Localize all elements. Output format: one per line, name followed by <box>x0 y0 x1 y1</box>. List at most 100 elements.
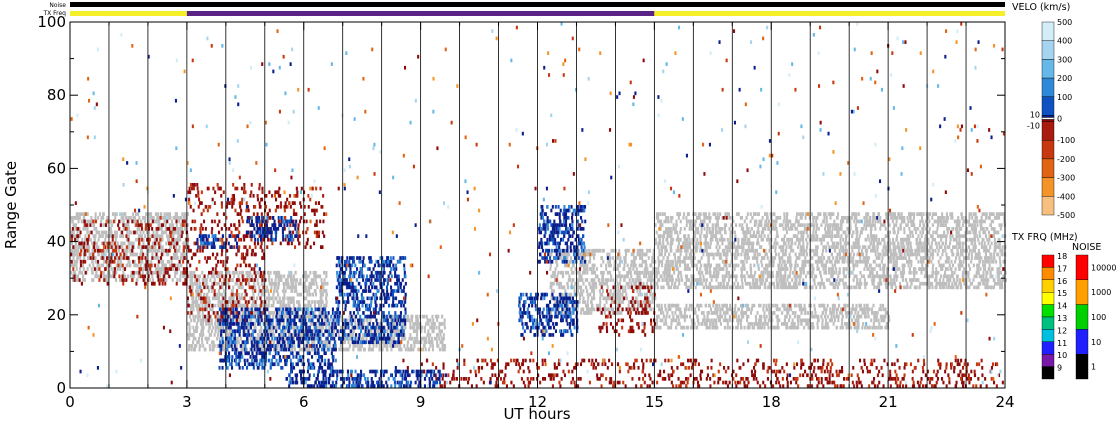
data-cell <box>283 285 286 290</box>
data-cell <box>168 234 171 238</box>
data-cell <box>156 248 159 253</box>
data-cell <box>800 270 803 275</box>
data-cell <box>75 263 78 268</box>
data-cell <box>220 270 223 275</box>
data-cell <box>232 285 235 290</box>
data-cell <box>381 347 384 352</box>
data-cell <box>196 303 199 308</box>
data-cell <box>106 278 109 282</box>
data-cell <box>930 259 933 264</box>
data-cell <box>569 259 572 264</box>
data-cell <box>749 263 752 268</box>
data-cell <box>356 336 359 341</box>
data-cell <box>709 241 712 246</box>
data-cell <box>273 311 276 315</box>
data-cell <box>113 245 116 249</box>
data-cell <box>823 245 826 249</box>
data-cell <box>618 270 621 275</box>
data-cell <box>208 296 211 301</box>
data-cell <box>892 263 895 268</box>
data-cell <box>211 296 214 301</box>
data-cell <box>409 322 412 326</box>
data-cell <box>307 300 310 304</box>
data-cell <box>855 241 858 246</box>
data-cell <box>895 223 898 227</box>
data-cell <box>900 216 903 220</box>
data-cell <box>909 230 912 235</box>
data-cell <box>279 347 282 352</box>
data-cell <box>616 263 619 268</box>
data-cell <box>606 252 609 257</box>
data-cell <box>197 307 200 312</box>
data-cell <box>254 325 257 330</box>
data-cell <box>134 263 137 268</box>
data-cell <box>201 311 204 315</box>
data-cell <box>724 212 727 216</box>
data-cell <box>393 318 396 323</box>
data-cell <box>940 274 943 279</box>
data-cell <box>300 336 303 341</box>
data-cell <box>195 296 198 301</box>
data-cell <box>416 314 419 319</box>
data-cell <box>563 292 566 297</box>
data-cell <box>578 278 581 282</box>
data-cell <box>591 248 594 253</box>
data-cell <box>743 267 746 271</box>
data-cell <box>788 245 791 249</box>
data-cell <box>213 296 216 301</box>
data-cell <box>211 340 214 345</box>
data-cell <box>711 234 714 238</box>
data-cell <box>292 311 295 315</box>
data-cell <box>578 300 581 304</box>
data-cell <box>142 216 145 220</box>
data-cell <box>643 252 646 257</box>
data-cell <box>221 300 224 304</box>
data-cell <box>895 278 898 282</box>
data-cell <box>694 230 697 235</box>
data-cell <box>267 270 270 275</box>
data-cell <box>432 318 435 323</box>
data-cell <box>270 285 273 290</box>
txfreq-bar-label: TX Freq <box>42 10 66 17</box>
data-cell <box>103 230 106 235</box>
data-cell <box>252 303 255 308</box>
data-cell <box>253 311 256 315</box>
data-cell <box>213 270 216 275</box>
data-cell <box>915 278 918 282</box>
data-cell <box>871 278 874 282</box>
data-cell <box>275 344 278 348</box>
data-cell <box>379 329 382 334</box>
data-cell <box>676 263 679 268</box>
data-cell <box>558 296 561 301</box>
data-cell <box>71 230 74 235</box>
data-cell <box>675 237 678 242</box>
data-cell <box>76 252 79 257</box>
data-cell <box>618 252 621 257</box>
data-cell <box>601 278 604 282</box>
data-cell <box>807 212 810 216</box>
data-cell <box>261 344 264 348</box>
data-cell <box>639 278 642 282</box>
data-cell <box>264 303 267 308</box>
data-cell <box>576 278 579 282</box>
data-cell <box>906 223 909 227</box>
data-cell <box>244 303 247 308</box>
data-cell <box>251 289 254 293</box>
data-cell <box>351 325 354 330</box>
data-cell <box>591 289 594 293</box>
data-cell <box>292 336 295 341</box>
data-cell <box>226 344 229 348</box>
data-cell <box>764 263 767 268</box>
data-cell <box>557 311 560 315</box>
noise-bar <box>70 2 1005 7</box>
data-cell <box>348 344 351 348</box>
data-cell <box>572 248 575 253</box>
data-cell <box>646 278 649 282</box>
data-cell <box>213 278 216 282</box>
data-cell <box>245 270 248 275</box>
data-cell <box>589 292 592 297</box>
data-cell <box>268 274 271 279</box>
data-cell <box>323 314 326 319</box>
data-cell <box>195 289 198 293</box>
data-cell <box>95 267 98 271</box>
